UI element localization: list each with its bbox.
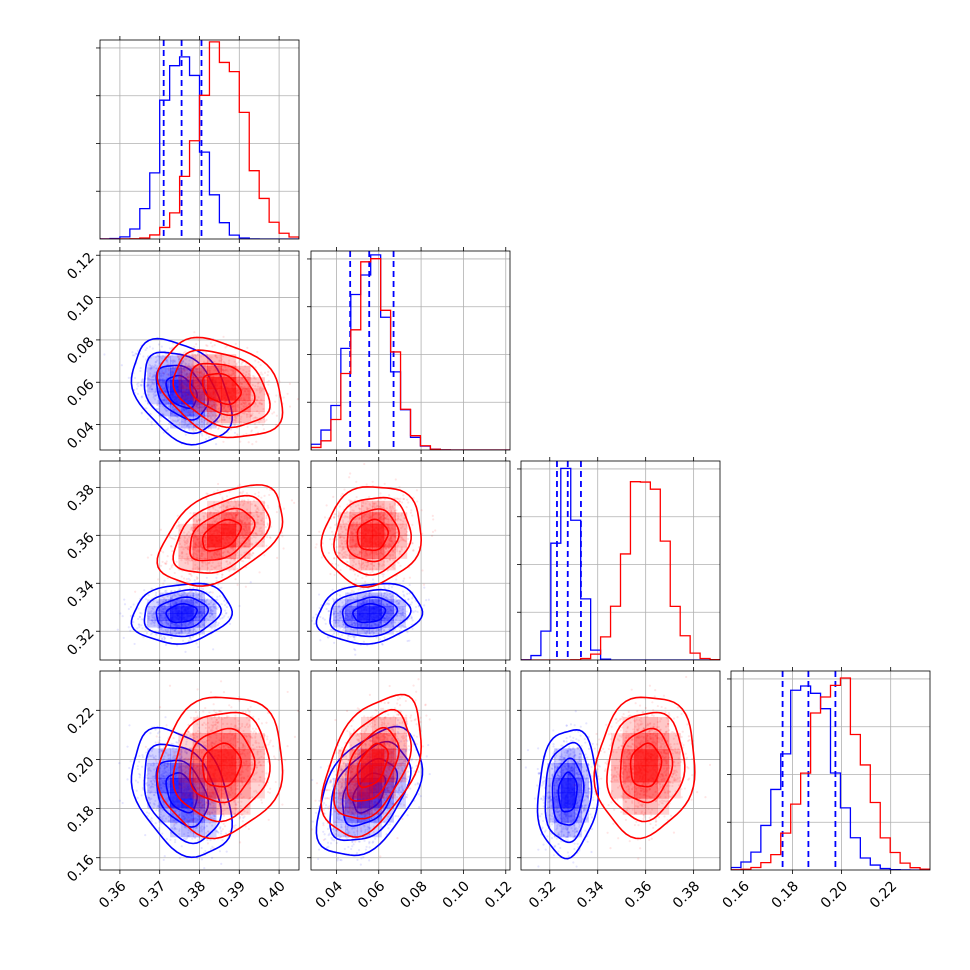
x-tick-label: 0.04 bbox=[313, 878, 346, 911]
panel-2-2 bbox=[517, 457, 721, 664]
contour-1-1 bbox=[346, 508, 400, 563]
contour-0-2 bbox=[544, 741, 593, 844]
x-tick-label: 0.34 bbox=[574, 878, 607, 911]
contour-0-2 bbox=[143, 588, 222, 638]
panel-frame bbox=[310, 460, 511, 661]
density-1 bbox=[178, 500, 265, 571]
panel-3-0: 0.16 0.18 0.20 0.22 0.36 0.37 0.38 0.39 0.40 bbox=[64, 667, 300, 912]
contour-1-2 bbox=[333, 496, 413, 576]
x-tick-label: 0.10 bbox=[440, 878, 473, 911]
panel-0-0 bbox=[96, 36, 300, 243]
x-tick-label: 0.08 bbox=[397, 878, 430, 911]
contour-0-0 bbox=[165, 374, 198, 410]
contour-1-0 bbox=[629, 742, 663, 788]
contour-0-0 bbox=[165, 771, 198, 814]
density-1 bbox=[338, 500, 408, 571]
contour-0-1 bbox=[551, 757, 585, 826]
contour-0-3 bbox=[130, 337, 234, 446]
contour-1-3 bbox=[156, 484, 284, 587]
y-tick-label: 0.22 bbox=[64, 705, 97, 738]
panel-frame bbox=[730, 670, 931, 871]
contour-0-0 bbox=[352, 602, 387, 624]
contour-1-2 bbox=[172, 711, 271, 823]
x-tick-label: 0.37 bbox=[136, 878, 169, 911]
contour-1-2 bbox=[172, 349, 271, 429]
x-tick-label: 0.36 bbox=[96, 878, 129, 911]
histogram-1-3 bbox=[731, 677, 930, 870]
y-tick-label: 0.12 bbox=[64, 250, 97, 283]
contour-1-0 bbox=[201, 742, 243, 788]
histogram-0-3 bbox=[731, 685, 930, 870]
contour-1-2 bbox=[606, 711, 686, 823]
x-tick-label: 0.39 bbox=[216, 878, 249, 911]
y-tick-label: 0.34 bbox=[64, 578, 97, 611]
x-tick-label: 0.18 bbox=[769, 878, 802, 911]
panel-frame bbox=[310, 250, 511, 451]
panel-1-1 bbox=[307, 247, 511, 454]
panel-2-0: 0.32 0.34 0.36 0.38 bbox=[64, 457, 300, 664]
y-tick-label: 0.32 bbox=[64, 626, 97, 659]
contour-0-3 bbox=[130, 582, 234, 645]
x-tick-label: 0.12 bbox=[482, 878, 515, 911]
contour-0-1 bbox=[155, 596, 210, 630]
contour-0-3 bbox=[315, 725, 424, 857]
density-0 bbox=[333, 592, 406, 635]
contour-0-0 bbox=[165, 602, 198, 624]
y-tick-label: 0.06 bbox=[64, 377, 97, 410]
panel-3-2: 0.32 0.34 0.36 0.38 bbox=[517, 667, 721, 912]
y-tick-label: 0.18 bbox=[64, 803, 97, 836]
contour-0-2 bbox=[329, 588, 412, 638]
density-1 bbox=[338, 716, 408, 815]
y-tick-label: 0.16 bbox=[64, 852, 97, 885]
panel-1-0: 0.04 0.06 0.08 0.10 0.12 bbox=[64, 247, 300, 454]
y-tick-label: 0.20 bbox=[64, 754, 97, 787]
x-tick-label: 0.38 bbox=[176, 878, 209, 911]
x-tick-label: 0.36 bbox=[622, 878, 655, 911]
x-tick-label: 0.22 bbox=[867, 878, 900, 911]
contour-1-1 bbox=[189, 507, 256, 562]
y-tick-label: 0.38 bbox=[64, 482, 97, 515]
contour-0-2 bbox=[143, 351, 222, 435]
contour-1-0 bbox=[201, 372, 243, 406]
contour-1-1 bbox=[346, 726, 400, 802]
x-tick-label: 0.40 bbox=[255, 878, 288, 911]
contour-1-3 bbox=[320, 486, 423, 588]
contour-1-3 bbox=[320, 693, 423, 838]
contour-0-0 bbox=[557, 771, 578, 813]
x-tick-label: 0.16 bbox=[720, 878, 753, 911]
density-1 bbox=[178, 354, 265, 424]
panel-3-1: 0.04 0.06 0.08 0.10 0.12 bbox=[307, 667, 515, 912]
x-tick-label: 0.32 bbox=[526, 878, 559, 911]
y-tick-label: 0.08 bbox=[64, 334, 97, 367]
y-tick-label: 0.04 bbox=[64, 419, 97, 452]
panel-3-3: 0.16 0.18 0.20 0.22 bbox=[720, 667, 931, 912]
contour-1-2 bbox=[333, 708, 413, 820]
contour-1-0 bbox=[201, 518, 243, 552]
contour-1-1 bbox=[189, 727, 256, 804]
contour-1-3 bbox=[593, 696, 696, 840]
contour-1-1 bbox=[189, 362, 256, 417]
contour-1-0 bbox=[356, 742, 390, 789]
y-tick-label: 0.36 bbox=[64, 530, 97, 563]
contour-0-1 bbox=[155, 364, 210, 421]
panel-frame bbox=[520, 460, 721, 661]
panel-2-1 bbox=[307, 457, 511, 664]
contour-1-3 bbox=[156, 336, 284, 439]
x-tick-label: 0.06 bbox=[355, 878, 388, 911]
panel-frame bbox=[310, 670, 511, 871]
contour-1-2 bbox=[172, 494, 271, 574]
contour-1-1 bbox=[619, 727, 674, 804]
contour-0-3 bbox=[536, 728, 599, 860]
contour-0-1 bbox=[341, 596, 399, 630]
panel-frame bbox=[520, 670, 721, 871]
contour-1-3 bbox=[156, 696, 284, 840]
x-tick-label: 0.20 bbox=[818, 878, 851, 911]
contour-0-3 bbox=[315, 582, 424, 645]
y-tick-label: 0.10 bbox=[64, 292, 97, 325]
density-1 bbox=[178, 716, 265, 815]
contour-1-0 bbox=[356, 518, 390, 552]
x-tick-label: 0.38 bbox=[670, 878, 703, 911]
